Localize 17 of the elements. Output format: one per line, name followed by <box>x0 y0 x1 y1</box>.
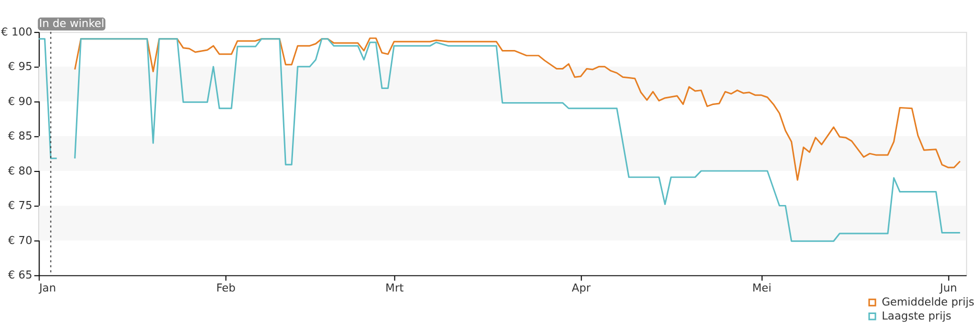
legend-label: Laagste prijs <box>882 309 952 322</box>
y-tick-label: € 75 <box>8 199 32 212</box>
x-tick-label: Mei <box>752 282 772 295</box>
x-tick-label: Feb <box>216 282 236 295</box>
x-tick-label: Apr <box>572 282 592 295</box>
y-tick-label: € 65 <box>8 268 32 282</box>
y-tick-label: € 95 <box>8 60 32 74</box>
y-tick-label: € 85 <box>8 130 32 143</box>
x-tick-label: Jun <box>939 282 958 295</box>
x-tick-label: Mrt <box>385 282 404 295</box>
y-tick-label: € 90 <box>8 94 32 108</box>
ref-line-label: In de winkel <box>39 16 104 30</box>
y-tick-label: € 70 <box>8 234 32 247</box>
legend-label: Gemiddelde prijs <box>882 295 975 308</box>
x-tick-label: Jan <box>38 282 56 295</box>
y-tick-label: € 80 <box>8 164 32 178</box>
y-tick-label: € 100 <box>1 25 32 38</box>
